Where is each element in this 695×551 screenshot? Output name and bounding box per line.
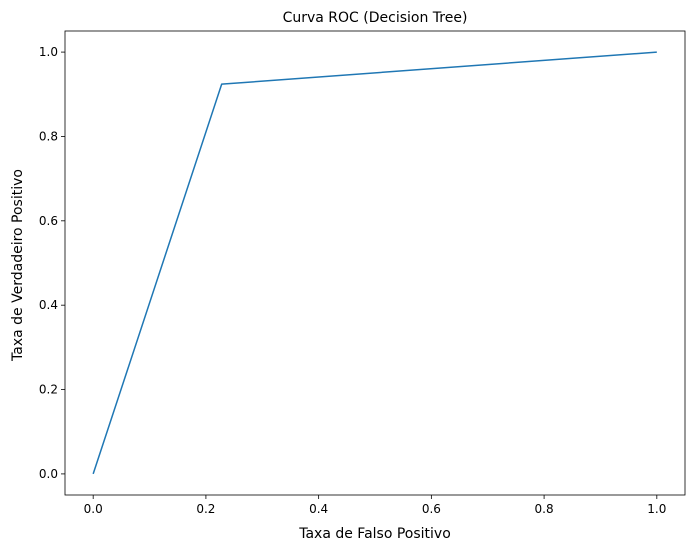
x-tick-label: 1.0 xyxy=(647,502,666,516)
y-tick-label: 0.8 xyxy=(39,129,58,143)
y-tick-label: 1.0 xyxy=(39,45,58,59)
y-tick-label: 0.2 xyxy=(39,383,58,397)
x-tick-label: 0.6 xyxy=(422,502,441,516)
y-tick-label: 0.0 xyxy=(39,467,58,481)
plot-frame xyxy=(64,30,686,496)
y-tick-label: 0.4 xyxy=(39,298,58,312)
x-tick-label: 0.8 xyxy=(535,502,554,516)
plot-area xyxy=(64,30,686,496)
y-tick-label: 0.6 xyxy=(39,214,58,228)
x-tick-label: 0.2 xyxy=(196,502,215,516)
chart-title: Curva ROC (Decision Tree) xyxy=(283,10,468,26)
y-axis-label: Taxa de Verdadeiro Positivo xyxy=(10,169,26,362)
x-tick-label: 0.0 xyxy=(84,502,103,516)
x-axis-label: Taxa de Falso Positivo xyxy=(298,526,451,542)
x-tick-label: 0.4 xyxy=(309,502,328,516)
roc-curve-line xyxy=(92,51,657,475)
y-axis-ticks: 0.0 0.2 0.4 0.6 0.8 1.0 xyxy=(39,45,65,481)
x-axis-ticks: 0.0 0.2 0.4 0.6 0.8 1.0 xyxy=(84,495,666,516)
